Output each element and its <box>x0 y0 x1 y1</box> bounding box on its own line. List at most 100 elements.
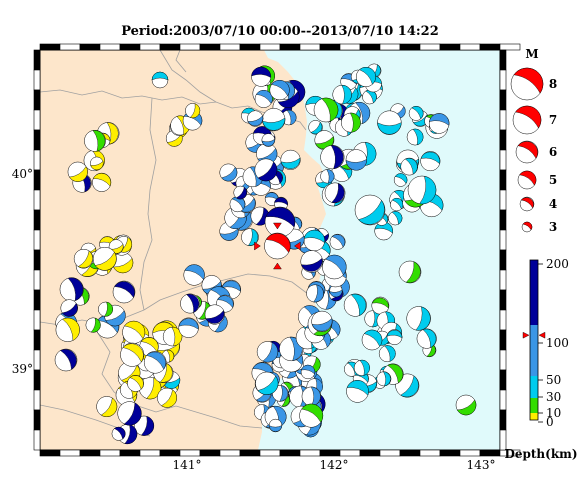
frame-bar-right <box>499 49 507 71</box>
frame-bar-left <box>33 369 41 391</box>
focal-mechanism <box>219 163 238 182</box>
focal-mechanism <box>92 246 117 271</box>
colorbar-segment-3 <box>530 398 538 413</box>
focal-mechanism <box>280 149 301 170</box>
focal-mechanism <box>254 158 278 182</box>
frame-bar-top <box>79 43 101 51</box>
focal-mechanism <box>247 110 264 127</box>
x-tick-label-141: 141° <box>173 458 202 472</box>
frame-bar-right <box>499 69 507 91</box>
frame-bar-right <box>499 229 507 251</box>
focal-mechanism <box>428 113 450 134</box>
frame-bar-left <box>33 229 41 251</box>
focal-mechanism <box>390 197 404 212</box>
frame-bar-top <box>479 43 501 51</box>
focal-mechanism <box>400 157 419 176</box>
focal-mechanism <box>386 329 403 345</box>
focal-mechanism <box>183 264 205 286</box>
focal-mechanism <box>122 320 146 344</box>
focal-mechanism <box>408 105 424 121</box>
frame-bar-bottom <box>359 449 381 457</box>
mainshock-marker <box>254 241 261 251</box>
focal-mechanism <box>406 128 424 146</box>
focal-mechanism <box>420 151 441 172</box>
frame-bar-right <box>499 249 507 271</box>
mainshock-marker <box>273 222 282 230</box>
focal-mechanism <box>306 284 325 303</box>
frame-bar-left <box>33 209 41 231</box>
focal-mechanism <box>60 299 78 317</box>
focal-mechanism <box>84 130 106 152</box>
frame-bar-left <box>33 129 41 151</box>
frame-bar-top <box>59 43 81 51</box>
frame-bar-top <box>159 43 181 51</box>
frame-bar-bottom <box>179 449 201 457</box>
focal-mechanism <box>311 310 333 333</box>
frame-bar-bottom <box>219 449 241 457</box>
focal-mechanism <box>398 260 422 284</box>
focal-mechanism <box>376 371 392 387</box>
focal-mechanism <box>322 254 347 280</box>
colorbar-segment-0 <box>530 260 538 325</box>
colorbar-xlabel: Depth(km) <box>504 447 577 461</box>
frame-bar-bottom <box>499 449 521 457</box>
frame-bar-bottom <box>279 449 301 457</box>
frame-bar-right <box>499 329 507 351</box>
frame-bar-top <box>379 43 401 51</box>
focal-mechanism <box>262 108 286 132</box>
focal-mechanism <box>308 120 323 135</box>
frame-bar-bottom <box>79 449 101 457</box>
magnitude-legend-ball-5 <box>517 170 537 190</box>
focal-mechanism <box>180 293 200 314</box>
frame-bar-bottom <box>319 449 341 457</box>
frame-bar-top <box>299 43 321 51</box>
focal-mechanism <box>98 301 114 317</box>
frame-bar-left <box>33 409 41 431</box>
focal-mechanism <box>255 371 279 395</box>
magnitude-legend: M 8 7 6 5 4 3 <box>510 47 557 234</box>
frame-bar-left <box>33 269 41 291</box>
focal-mechanism <box>264 206 296 238</box>
mainshock-layer <box>254 222 301 270</box>
magnitude-legend-label-5: 5 <box>549 173 557 187</box>
focal-mechanism <box>388 211 403 226</box>
frame-bar-left <box>33 189 41 211</box>
focal-mechanism <box>332 84 352 105</box>
focal-mechanism <box>59 277 84 302</box>
focal-mechanism <box>377 110 402 135</box>
y-tick-label-39: 39° <box>12 362 33 376</box>
focal-mechanism <box>354 194 386 226</box>
frame-bar-right <box>499 409 507 431</box>
focal-mechanism <box>269 80 290 101</box>
focal-mechanism <box>343 293 367 317</box>
events-layer <box>54 63 477 445</box>
frame-bar-top <box>239 43 261 51</box>
frame-bar-bottom <box>259 449 281 457</box>
colorbar-label-10: 10 <box>546 406 561 420</box>
frame-bar-right <box>499 349 507 371</box>
focal-mechanism <box>361 329 383 351</box>
magnitude-legend-ball-7 <box>512 105 542 135</box>
y-tick-label-40: 40° <box>12 167 33 181</box>
frame-bar-top <box>99 43 121 51</box>
frame-bar-top <box>499 43 521 51</box>
frame-bar-bottom <box>439 449 461 457</box>
focal-mechanism <box>378 345 396 363</box>
frame-bar-bottom <box>239 449 261 457</box>
focal-mechanism <box>157 387 177 408</box>
magnitude-legend-label-4: 4 <box>549 197 557 211</box>
magnitude-legend-ball-4 <box>519 196 535 212</box>
focal-mechanism <box>54 348 78 372</box>
focal-mechanism <box>127 374 144 392</box>
focal-mechanism <box>96 396 118 418</box>
frame-bar-right <box>499 89 507 111</box>
focal-mechanism <box>90 156 104 171</box>
focal-mechanism <box>73 248 94 269</box>
focal-mechanism <box>138 376 162 400</box>
frame-bar-top <box>359 43 381 51</box>
frame-bar-left <box>33 49 41 71</box>
focal-mechanism <box>371 296 390 315</box>
frame-bar-right <box>499 389 507 411</box>
focal-mechanism <box>300 250 323 273</box>
focal-mechanism <box>185 103 201 119</box>
